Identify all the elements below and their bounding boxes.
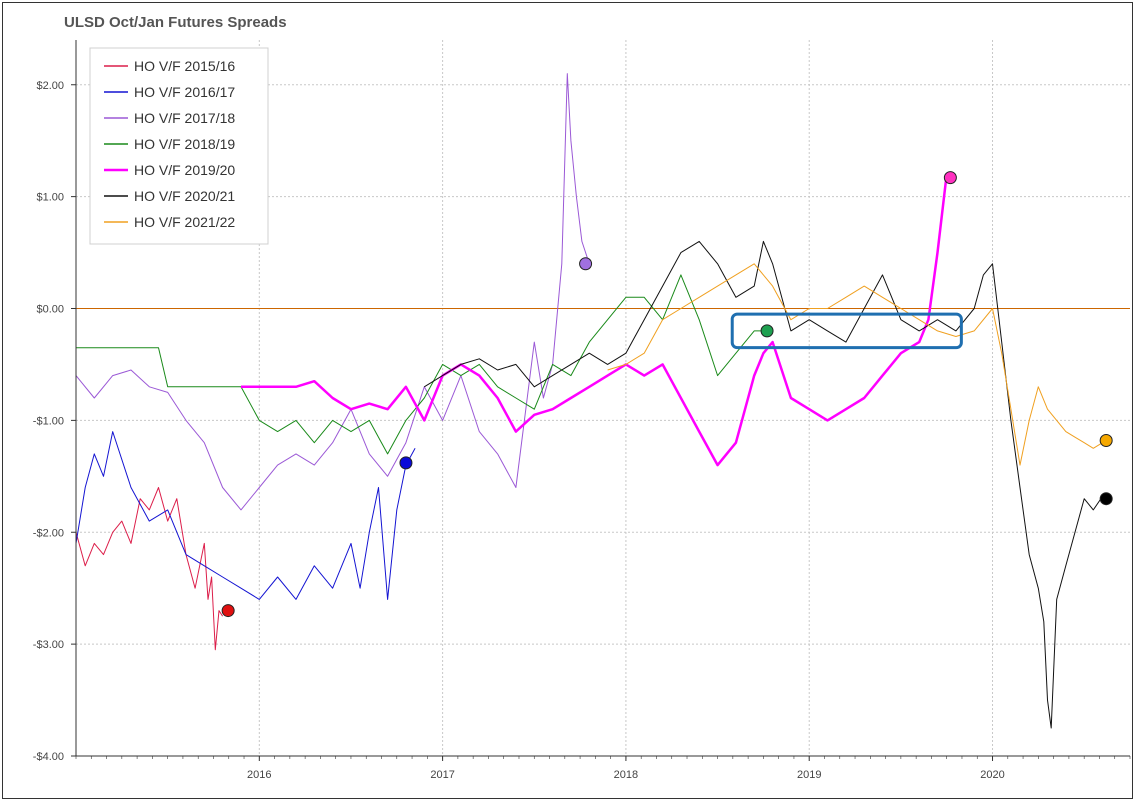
axis-layer: $2.00 $1.00 $0.00 -$1.00 -$2.00 -$3.00 -$4.00 2…: [33, 40, 1131, 781]
x-tick-label: 2018: [614, 769, 638, 781]
x-tick-label: 2019: [797, 769, 821, 781]
x-tick-label: 2020: [980, 769, 1004, 781]
legend-label: HO V/F 2016/17: [134, 84, 235, 100]
legend-box: [89, 47, 269, 245]
legend: HO V/F 2015/16 HO V/F 2016/17 HO V/F 2017/…: [89, 47, 269, 245]
grid-layer: [76, 40, 1130, 757]
series-line-4: [241, 174, 948, 467]
series-end-marker-2: [579, 257, 593, 271]
legend-label: HO V/F 2020/21: [134, 188, 235, 204]
series-line-6: [607, 263, 1103, 466]
series-line-1: [75, 431, 416, 600]
highlight-box: [730, 312, 963, 350]
y-tick-label: -$2.00: [33, 527, 64, 539]
legend-label: HO V/F 2021/22: [134, 214, 235, 230]
x-tick-label: 2017: [430, 769, 454, 781]
series-line-5: [424, 240, 1103, 729]
series-end-marker-5: [1099, 492, 1113, 506]
y-tick-label: $0.00: [36, 304, 64, 316]
series-end-marker-1: [399, 456, 413, 470]
series-layer: [75, 73, 1103, 729]
series-end-marker-0: [221, 604, 235, 618]
series-line-2: [75, 73, 590, 511]
series-end-marker-6: [1099, 434, 1113, 448]
series-line-0: [75, 487, 224, 651]
legend-label: HO V/F 2015/16: [134, 58, 235, 74]
legend-label: HO V/F 2019/20: [134, 162, 235, 178]
highlight-layer: [730, 312, 963, 350]
x-tick-label: 2016: [247, 769, 271, 781]
marker-layer: [221, 171, 1113, 618]
y-tick-label: $2.00: [36, 80, 64, 92]
chart-title: ULSD Oct/Jan Futures Spreads: [64, 14, 287, 31]
series-end-marker-4: [943, 171, 957, 185]
y-tick-label: -$4.00: [33, 751, 64, 763]
y-tick-label: -$3.00: [33, 639, 64, 651]
legend-label: HO V/F 2018/19: [134, 136, 235, 152]
series-end-marker-3: [760, 324, 774, 338]
y-tick-label: $1.00: [36, 192, 64, 204]
legend-label: HO V/F 2017/18: [134, 110, 235, 126]
y-tick-label: -$1.00: [33, 415, 64, 427]
